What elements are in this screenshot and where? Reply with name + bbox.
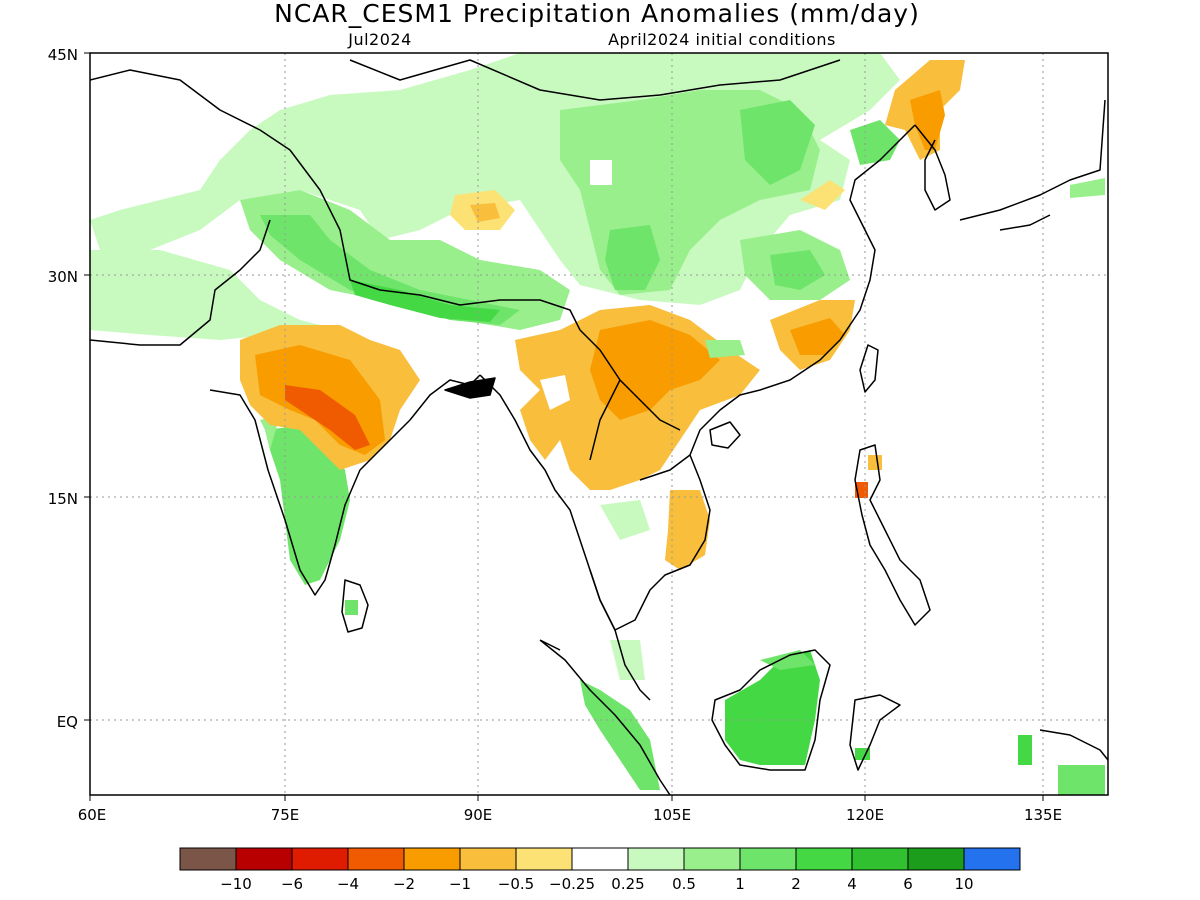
lon-label-90e: 90E	[464, 806, 493, 824]
coast-sumatra	[539, 639, 671, 795]
wet-region-himalaya-core	[260, 215, 520, 325]
coastlines-and-borders	[90, 59, 1108, 795]
colorbar-label: 1	[735, 875, 745, 893]
wet-region-borneo	[725, 650, 820, 765]
lat-label-45n: 45N	[48, 46, 78, 64]
coast-new-guinea	[1039, 729, 1108, 761]
border-himalaya	[90, 69, 581, 331]
coast-malaya	[589, 569, 651, 701]
colorbar-label: −10	[220, 875, 252, 893]
colorbar-swatch	[795, 847, 853, 871]
colorbar-swatch	[683, 847, 741, 871]
map-plot-area	[90, 53, 1108, 795]
coast-bangladesh	[444, 377, 496, 399]
dry-region-indochina-strong	[590, 320, 720, 420]
coast-taiwan	[859, 344, 879, 393]
colorbar-swatch	[291, 847, 349, 871]
wet-region-himalaya	[240, 190, 570, 330]
coast-philippines	[854, 444, 931, 626]
lon-label-135e: 135E	[1024, 806, 1062, 824]
coast-sulawesi	[849, 694, 901, 771]
coast-borneo	[711, 649, 831, 771]
colorbar-label: −4	[337, 875, 359, 893]
border-mongolia	[349, 59, 841, 101]
colorbar-label: 4	[847, 875, 857, 893]
dry-region-east-china	[800, 180, 845, 210]
lon-label-120e: 120E	[846, 806, 884, 824]
coast-korea	[914, 124, 951, 211]
dry-region-luzon	[868, 455, 882, 470]
dry-region-south-china-strong	[790, 318, 845, 355]
coast-india	[209, 374, 481, 596]
coast-sri-lanka	[341, 579, 369, 633]
wet-region-sumatra	[580, 680, 660, 790]
colorbar-swatch	[403, 847, 461, 871]
colorbar-label: 10	[954, 875, 973, 893]
colorbar-swatch	[459, 847, 517, 871]
wet-region-borneo-light	[760, 650, 815, 670]
coast-indochina	[614, 124, 916, 631]
colorbar-label: −1	[449, 875, 471, 893]
wet-region-mekong-light	[600, 500, 650, 540]
wet-region-south-india	[265, 425, 350, 585]
map-gridlines	[90, 53, 1108, 795]
wet-region-west	[90, 250, 340, 340]
dry-region-korea-strong	[910, 90, 945, 150]
colorbar-label: −0.25	[549, 875, 595, 893]
colorbar-label: 0.25	[611, 875, 644, 893]
coast-hainan	[709, 421, 741, 449]
lat-label-15n: 15N	[48, 490, 78, 508]
axis-ticks	[84, 52, 1044, 801]
lat-label-30n: 30N	[48, 268, 78, 286]
coast-japan	[959, 99, 1106, 231]
colorbar-swatch	[907, 847, 965, 871]
border-indochina	[579, 329, 691, 481]
wet-region-china-core2	[605, 225, 660, 290]
map-title: NCAR_CESM1 Precipitation Anomalies (mm/d…	[274, 0, 920, 28]
colorbar-label: −2	[393, 875, 415, 893]
longitude-labels: 60E 75E 90E 105E 120E 135E	[78, 806, 1062, 824]
colorbar-swatch	[515, 847, 573, 871]
map-subtitle-init: April2024 initial conditions	[608, 30, 836, 49]
wet-region-malaya	[610, 640, 645, 680]
colorbar-swatch	[571, 847, 629, 871]
latitude-labels: 45N 30N 15N EQ	[48, 46, 78, 731]
colorbar-swatch	[235, 847, 293, 871]
colorbar-label: −6	[281, 875, 303, 893]
map-subtitle-month: Jul2024	[347, 30, 412, 49]
colorbar-legend	[179, 847, 1021, 871]
colorbar-label: 0.5	[672, 875, 696, 893]
dry-region-central-india-core	[285, 385, 370, 450]
lon-label-75e: 75E	[271, 806, 300, 824]
wet-region-bay-of-bengal-white	[540, 375, 570, 410]
wet-region-maluku	[1018, 735, 1032, 765]
colorbar-labels: −10 −6 −4 −2 −1 −0.5 −0.25 0.25 0.5 1 2 4 6 10	[220, 875, 973, 893]
wet-region-sulawesi	[855, 748, 870, 760]
colorbar-swatch	[851, 847, 909, 871]
colorbar-swatch	[179, 847, 237, 871]
white-spot-mongolia	[590, 160, 612, 185]
colorbar-swatch	[739, 847, 797, 871]
lon-label-105e: 105E	[653, 806, 691, 824]
colorbar-label: −0.5	[498, 875, 534, 893]
wet-region-sri-lanka	[345, 600, 358, 615]
wet-region-yangtze-core	[770, 250, 825, 290]
dry-region-tibet-core	[470, 203, 500, 222]
wet-region-korea-north	[850, 120, 900, 165]
colorbar-label: 2	[791, 875, 801, 893]
wet-region-central-china-core	[740, 100, 815, 185]
colorbar-swatch	[347, 847, 405, 871]
precipitation-anomaly-field	[90, 53, 1105, 795]
border-pakistan	[90, 219, 271, 346]
wet-region-japan	[1070, 178, 1105, 198]
wet-region-china-patch	[705, 340, 745, 358]
lon-label-60e: 60E	[78, 806, 107, 824]
colorbar-swatch	[627, 847, 685, 871]
colorbar-label: 6	[903, 875, 913, 893]
wet-region-new-guinea	[1058, 765, 1105, 795]
map-frame	[89, 52, 1109, 796]
colorbar-swatch	[963, 847, 1021, 871]
lat-label-eq: EQ	[57, 713, 78, 731]
